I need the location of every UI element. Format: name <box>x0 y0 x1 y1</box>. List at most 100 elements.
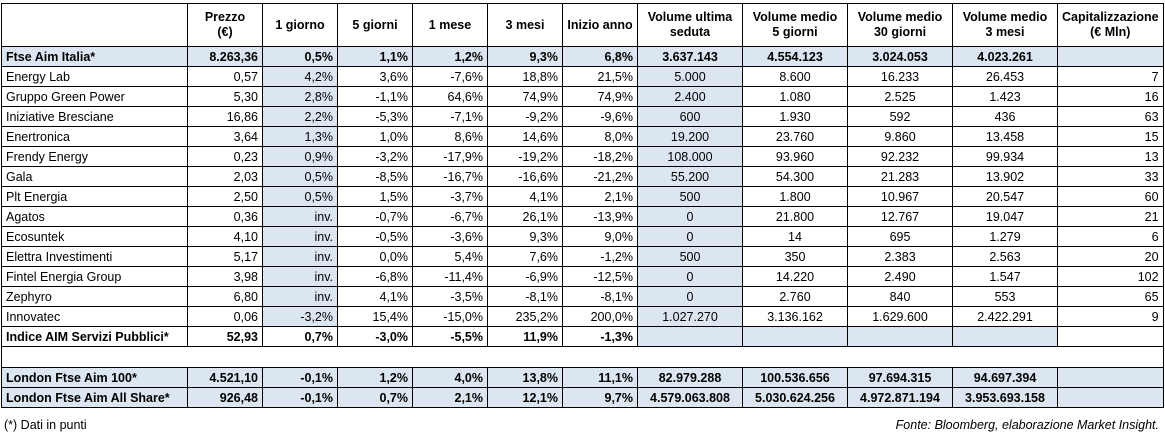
table-cell: Gruppo Green Power <box>1 86 188 107</box>
table-cell: 93.960 <box>742 146 848 167</box>
table-cell: 65 <box>1057 286 1164 307</box>
table-cell: 26.453 <box>952 66 1058 87</box>
table-cell: 20 <box>1057 246 1164 267</box>
header-line: 3 mesi <box>985 25 1025 39</box>
table-cell: -1,3% <box>562 326 638 347</box>
table-cell: 600 <box>637 106 743 127</box>
table-cell: 2.490 <box>847 266 953 287</box>
header-line: 5 giorni <box>352 17 398 32</box>
table-cell: 33 <box>1057 166 1164 187</box>
header-cell: 1 giorno <box>262 3 338 47</box>
table-cell: 592 <box>847 106 953 127</box>
table-cell: 12.767 <box>847 206 953 227</box>
header-cell: 5 giorni <box>337 3 413 47</box>
table-cell: Innovatec <box>1 306 188 327</box>
table-cell: 0,9% <box>262 146 338 167</box>
table-cell: 8,0% <box>562 126 638 147</box>
table-cell: -8,1% <box>562 286 638 307</box>
table-cell: -3,7% <box>412 186 488 207</box>
table-cell: 1.423 <box>952 86 1058 107</box>
table-cell: Energy Lab <box>1 66 188 87</box>
footnote: (*) Dati in punti <box>4 418 87 432</box>
spacer-cell <box>1 346 1164 368</box>
table-cell: 3.136.162 <box>742 306 848 327</box>
table-cell: -0,1% <box>262 367 338 388</box>
header-line: Volume medio <box>962 10 1048 24</box>
table-cell: 1.027.270 <box>637 306 743 327</box>
table-cell: 16.233 <box>847 66 953 87</box>
table-cell: 0,36 <box>187 206 263 227</box>
table-cell: -11,4% <box>412 266 488 287</box>
table-cell: 2.563 <box>952 246 1058 267</box>
table-cell: 21,5% <box>562 66 638 87</box>
table-cell: 16 <box>1057 86 1164 107</box>
table-cell: 1.800 <box>742 186 848 207</box>
table-cell: 60 <box>1057 186 1164 207</box>
table-row: Innovatec 0,06 -3,2% 15,4% -15,0% 235,2% 200,0… <box>1 306 1164 327</box>
header-line: (€) <box>217 25 233 39</box>
header-line: 30 giorni <box>873 25 927 39</box>
table-cell: 9 <box>1057 306 1164 327</box>
table-row: Ecosuntek 4,10 inv. -0,5% -3,6% 9,3% 9,0% 0 14 69… <box>1 226 1164 247</box>
table-cell: 2.400 <box>637 86 743 107</box>
table-cell: 14 <box>742 226 848 247</box>
table-cell: 2,2% <box>262 106 338 127</box>
header-line: (€ Mln) <box>1090 25 1131 39</box>
table-cell: 4.972.871.194 <box>847 387 953 408</box>
table-cell: 13 <box>1057 146 1164 167</box>
table-cell: 0 <box>637 286 743 307</box>
table-cell: -8,1% <box>487 286 563 307</box>
table-cell: -5,5% <box>412 326 488 347</box>
table-cell: 23.760 <box>742 126 848 147</box>
table-cell <box>1057 367 1164 388</box>
table-cell: 2.760 <box>742 286 848 307</box>
table-cell: 6 <box>1057 226 1164 247</box>
table-cell: 2.422.291 <box>952 306 1058 327</box>
table-cell: 63 <box>1057 106 1164 127</box>
header-line: 1 giorno <box>275 17 325 32</box>
table-cell: 5.000 <box>637 66 743 87</box>
header-cell: Prezzo (€) <box>187 3 263 47</box>
header-cell: 1 mese <box>412 3 488 47</box>
table-cell: 1.629.600 <box>847 306 953 327</box>
table-cell: Ftse Aim Italia* <box>1 46 188 67</box>
table-cell: 21.283 <box>847 166 953 187</box>
table-cell: 500 <box>637 246 743 267</box>
table-cell: 6,80 <box>187 286 263 307</box>
table-cell: -21,2% <box>562 166 638 187</box>
table-cell: 0,23 <box>187 146 263 167</box>
table-cell: 12,1% <box>487 387 563 408</box>
table-cell: -6,9% <box>487 266 563 287</box>
table-cell: 4,1% <box>487 186 563 207</box>
table-cell: -5,3% <box>337 106 413 127</box>
table-cell: 500 <box>637 186 743 207</box>
table-cell: 9.860 <box>847 126 953 147</box>
table-cell: Agatos <box>1 206 188 227</box>
table-cell: 8,6% <box>412 126 488 147</box>
table-cell: -19,2% <box>487 146 563 167</box>
header-line: Volume medio <box>857 10 943 24</box>
table-cell: 0,5% <box>262 46 338 67</box>
table-cell: inv. <box>262 206 338 227</box>
table-cell: Enertronica <box>1 126 188 147</box>
table-cell: -16,6% <box>487 166 563 187</box>
table-cell: 1.279 <box>952 226 1058 247</box>
table-cell: 4.521,10 <box>187 367 263 388</box>
table-cell: 94.697.394 <box>952 367 1058 388</box>
table-cell: 54.300 <box>742 166 848 187</box>
table-cell: -9,2% <box>487 106 563 127</box>
table-cell: 10.967 <box>847 186 953 207</box>
table-cell: Plt Energia <box>1 186 188 207</box>
header-cell: Volume medio 5 giorni <box>742 3 848 47</box>
table-cell: 82.979.288 <box>637 367 743 388</box>
header-line: Prezzo <box>204 10 246 24</box>
table-cell: 5,4% <box>412 246 488 267</box>
table-cell: -3,2% <box>262 306 338 327</box>
table-cell: -6,7% <box>412 206 488 227</box>
table-cell: -7,6% <box>412 66 488 87</box>
table-cell: 21 <box>1057 206 1164 227</box>
table-cell: 5,30 <box>187 86 263 107</box>
table-cell: 74,9% <box>562 86 638 107</box>
table-cell: 3,64 <box>187 126 263 147</box>
table-cell: -0,7% <box>337 206 413 227</box>
